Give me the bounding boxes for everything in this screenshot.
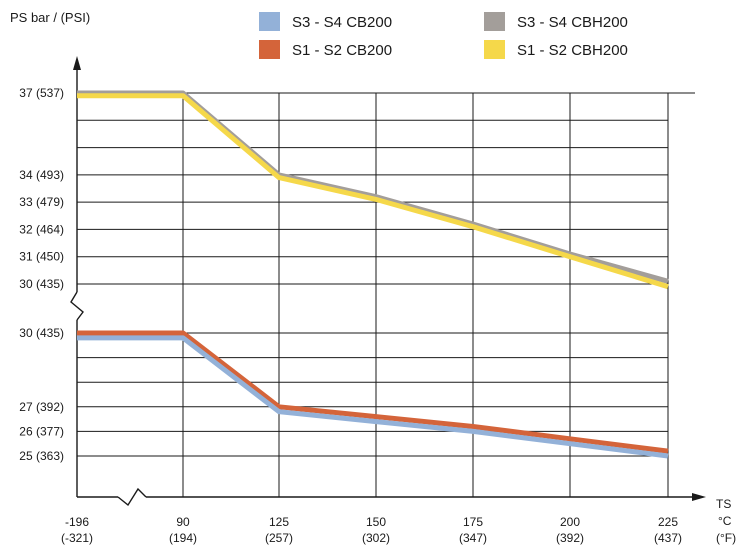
y-axis-break — [70, 291, 84, 321]
y-tick-label: 33 (479) — [19, 195, 64, 209]
x-tick-label-fahrenheit: (347) — [459, 531, 487, 545]
x-axis-arrow — [692, 493, 706, 501]
x-tick-label-fahrenheit: (392) — [556, 531, 584, 545]
x-tick-label-celsius: 175 — [463, 515, 483, 529]
legend-label: S1 - S2 CB200 — [292, 42, 392, 59]
x-tick-label-fahrenheit: (302) — [362, 531, 390, 545]
legend-label: S3 - S4 CBH200 — [517, 14, 628, 31]
series-line-s1-s2-cbh200 — [77, 93, 669, 290]
legend-swatch — [484, 12, 505, 31]
legend-swatch — [259, 12, 280, 31]
y-tick-label: 30 (435) — [19, 326, 64, 340]
y-tick-label: 37 (537) — [19, 86, 64, 100]
y-axis-arrow — [73, 56, 81, 70]
legend-swatch — [484, 40, 505, 59]
x-tick-label-fahrenheit: (437) — [654, 531, 682, 545]
legend-label: S1 - S2 CBH200 — [517, 42, 628, 59]
x-tick-label-celsius: 125 — [269, 515, 289, 529]
y-tick-label: 27 (392) — [19, 400, 64, 414]
x-axis-unit-fahrenheit: (°F) — [716, 531, 736, 545]
legend-swatch — [259, 40, 280, 59]
series-lines — [77, 90, 669, 459]
y-tick-label: 31 (450) — [19, 250, 64, 264]
y-tick-label: 26 (377) — [19, 424, 64, 438]
x-tick-label-fahrenheit: (-321) — [61, 531, 93, 545]
x-tick-label-celsius: 150 — [366, 515, 386, 529]
y-tick-label: 25 (363) — [19, 449, 64, 463]
y-tick-label: 34 (493) — [19, 168, 64, 182]
legend: S3 - S4 CB200 S3 - S4 CBH200 S1 - S2 CB200… — [259, 12, 628, 59]
y-tick-labels: 37 (537) 34 (493) 33 (479) 32 (464) 31 (450)… — [19, 86, 64, 463]
x-tick-labels: -196 (-321) 90 (194) 125 (257) 150 (302) 175 (347… — [61, 515, 682, 545]
x-tick-label-celsius: 225 — [658, 515, 678, 529]
grid — [77, 92, 695, 497]
series-line-s1-s2-cb200 — [77, 330, 669, 454]
series-line-s3-s4-cbh200 — [77, 90, 669, 284]
x-tick-label-celsius: 200 — [560, 515, 580, 529]
x-tick-label-fahrenheit: (257) — [265, 531, 293, 545]
x-tick-label-fahrenheit: (194) — [169, 531, 197, 545]
y-tick-label: 32 (464) — [19, 222, 64, 236]
x-tick-label-celsius: 90 — [176, 515, 190, 529]
x-axis-unit-celsius: °C — [718, 514, 732, 528]
x-axis-break — [117, 487, 147, 507]
x-axis-title: TS — [716, 497, 731, 511]
x-tick-label-celsius: -196 — [65, 515, 89, 529]
legend-label: S3 - S4 CB200 — [292, 14, 392, 31]
y-tick-label: 30 (435) — [19, 277, 64, 291]
series-line-s3-s4-cb200 — [77, 335, 669, 459]
y-axis-title: PS bar / (PSI) — [10, 10, 90, 25]
axes — [70, 56, 706, 507]
